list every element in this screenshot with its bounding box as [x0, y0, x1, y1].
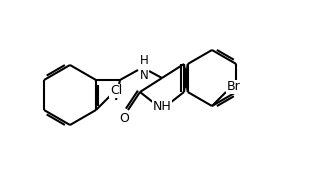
Text: H
N: H N: [140, 54, 148, 82]
Text: Br: Br: [227, 80, 241, 93]
Text: O: O: [119, 111, 129, 124]
Text: Cl: Cl: [110, 85, 122, 97]
Text: NH: NH: [153, 100, 171, 113]
